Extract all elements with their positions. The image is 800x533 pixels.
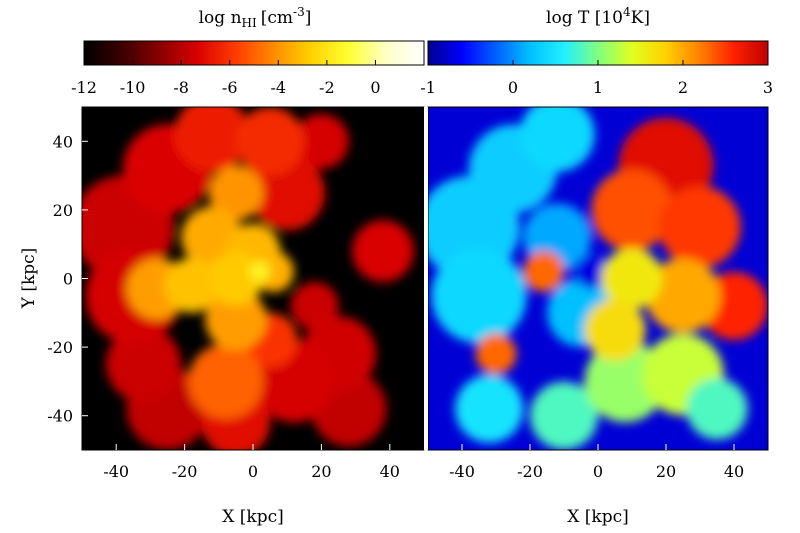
map-blob <box>530 381 598 450</box>
map-blob <box>475 333 517 375</box>
x-tick-label: -40 <box>449 462 475 481</box>
map-blob <box>208 165 264 221</box>
y-tick-label: 0 <box>63 270 73 289</box>
y-tick-label: 40 <box>53 132 73 151</box>
colorbar-tick-label: -4 <box>270 78 286 97</box>
x-tick-label: -20 <box>517 462 543 481</box>
y-tick-label: -40 <box>47 407 73 426</box>
colorbar-tick-label: 2 <box>678 78 688 97</box>
map-blob <box>235 107 305 176</box>
map-blob <box>205 288 267 351</box>
y-axis-label: Y [kpc] <box>19 248 39 310</box>
x-tick-label: -20 <box>172 462 198 481</box>
map-blob <box>249 261 271 282</box>
colorbar-tick-label: 0 <box>508 78 518 97</box>
map-blob <box>659 186 741 268</box>
y-tick-label: -20 <box>47 338 73 357</box>
colorbar-tick-label: -2 <box>319 78 335 97</box>
temperature-axes: -40 -20 0 20 40 <box>449 444 744 481</box>
map-blob <box>686 378 748 440</box>
map-blob <box>574 254 609 289</box>
map-blob <box>164 258 219 313</box>
colorbar-tick-label: 0 <box>370 78 380 97</box>
colorbar-tick-label: -1 <box>420 78 436 97</box>
map-blob <box>174 107 250 173</box>
density-axes: -40 -20 0 20 40 40 20 0 -20 -40 <box>47 132 400 481</box>
x-tick-label: 40 <box>724 462 744 481</box>
y-tick-label: 20 <box>53 201 73 220</box>
colorbar-title-temperature: log T [104K] <box>546 5 650 28</box>
map-blob <box>584 299 646 361</box>
map-blob <box>290 282 339 330</box>
x-tick-label: 0 <box>593 462 603 481</box>
x-tick-label: 40 <box>380 462 400 481</box>
colorbar-density-ticks: -12 -10 -8 -6 -4 -2 0 <box>71 60 381 97</box>
x-tick-label: 0 <box>248 462 258 481</box>
x-axis-label-temperature: X [kpc] <box>567 507 628 527</box>
map-blob <box>523 251 564 293</box>
x-tick-label: 20 <box>311 462 331 481</box>
map-blob <box>645 258 721 334</box>
panel-divider <box>424 107 428 450</box>
map-blob <box>455 374 524 443</box>
colorbar-temperature-ticks: -1 0 1 2 3 <box>420 60 773 97</box>
colorbar-tick-label: -10 <box>120 78 146 97</box>
map-blob <box>601 247 663 310</box>
colorbar-title-density: log nHI [cm-3] <box>199 5 312 30</box>
temperature-map <box>428 107 768 450</box>
x-tick-label: -40 <box>103 462 129 481</box>
colorbar-tick-label: 3 <box>763 78 773 97</box>
map-blob <box>208 251 264 306</box>
map-blob <box>105 326 182 402</box>
colorbar-tick-label: 1 <box>593 78 603 97</box>
colorbar-tick-label: -12 <box>71 78 97 97</box>
x-axis-label-density: X [kpc] <box>222 507 283 527</box>
temperature-panel <box>427 106 769 451</box>
density-map <box>82 107 414 450</box>
map-blob <box>352 220 414 282</box>
map-blob <box>431 248 527 344</box>
colorbar-density <box>83 40 425 66</box>
map-blob <box>188 343 264 420</box>
map-blob <box>294 113 349 169</box>
colorbar-tick-label: -6 <box>222 78 238 97</box>
map-blob <box>519 107 595 172</box>
density-panel <box>81 106 425 451</box>
map-blob <box>591 169 673 251</box>
x-tick-label: 20 <box>656 462 676 481</box>
colorbar-tick-label: -8 <box>173 78 189 97</box>
